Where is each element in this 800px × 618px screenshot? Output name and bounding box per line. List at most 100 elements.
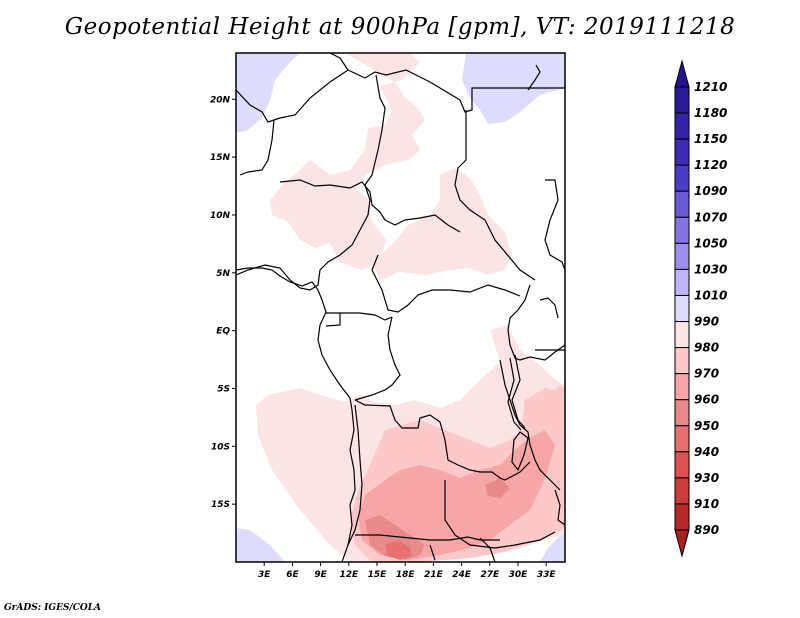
lon-tick-label: 24E — [452, 570, 472, 580]
lat-tick-label: 15N — [210, 153, 231, 163]
lon-tick-label: 6E — [286, 570, 299, 580]
colorbar-label: 980 — [694, 341, 719, 355]
border-line — [444, 480, 556, 549]
colorbar-box — [674, 164, 690, 192]
field-region-950 — [485, 478, 510, 498]
field-region-980 — [270, 53, 425, 270]
lake-outline — [507, 357, 522, 431]
lon-tick-label: 3E — [258, 570, 271, 580]
border-line — [454, 110, 536, 281]
field-region-960 — [358, 430, 555, 560]
colorbar-label: 930 — [694, 471, 719, 485]
border-line — [429, 544, 436, 561]
border-line — [329, 53, 349, 71]
colorbar-box — [674, 294, 690, 323]
field-region-970 — [522, 388, 560, 432]
colorbar-box — [674, 86, 690, 114]
colorbar-label: 1210 — [694, 80, 727, 94]
border-line — [364, 74, 386, 186]
lon-tick-label: 12E — [339, 570, 359, 580]
field-region-980 — [372, 168, 512, 280]
colorbar-label: 1180 — [694, 106, 727, 120]
lon-tick-label: 30E — [509, 570, 529, 580]
colorbar-box — [674, 503, 690, 531]
colorbar-label: 990 — [694, 315, 719, 329]
lat-tick-label: 20N — [210, 95, 231, 105]
colorbar-label: 1120 — [694, 158, 727, 172]
colorbar-box — [674, 216, 690, 244]
longitude-axis: 3E 6E 9E 12E 15E 18E 21E 24E 27E 30E 33E — [258, 562, 556, 580]
border-line — [499, 359, 561, 491]
colorbar-bottom-arrow — [674, 529, 690, 558]
colorbar: 1210 1180 1150 1120 1090 1070 1050 1030 1010 990 9… — [674, 59, 727, 558]
colorbar-label: 1150 — [694, 132, 727, 146]
border-line — [239, 119, 275, 176]
colorbar-box — [674, 242, 690, 270]
field-region-1010 — [236, 528, 285, 562]
border-line — [236, 69, 565, 123]
colorbar-box — [674, 112, 690, 140]
colorbar-box — [674, 373, 690, 401]
border-line — [544, 179, 565, 271]
colorbar-label: 1030 — [694, 262, 727, 276]
colorbar-box — [674, 399, 690, 427]
lon-tick-label: 27E — [480, 570, 500, 580]
border-line — [355, 534, 500, 541]
lake-outline — [511, 431, 529, 472]
colorbar-label: 950 — [694, 419, 719, 433]
colorbar-box — [674, 477, 690, 505]
colorbar-box — [674, 138, 690, 166]
colorbar-box — [674, 451, 690, 479]
colorbar-label: 960 — [694, 393, 719, 407]
colorbar-box — [674, 268, 690, 296]
lon-tick-label: 21E — [424, 570, 444, 580]
border-line — [507, 329, 565, 361]
border-line — [354, 399, 531, 481]
border-line — [507, 284, 531, 331]
lat-tick-label: 15S — [211, 500, 230, 510]
chart-title: Geopotential Height at 900hPa [gpm], VT:… — [64, 14, 736, 40]
lat-tick-label: 10S — [211, 442, 230, 452]
lat-tick-label: 10N — [210, 211, 231, 221]
colorbar-label: 1050 — [694, 236, 727, 250]
grads-credit: GrADS: IGES/COLA — [4, 603, 102, 613]
field-region-1010 — [236, 53, 300, 133]
lon-tick-label: 9E — [314, 570, 327, 580]
border-line — [340, 312, 393, 321]
border-line — [554, 489, 565, 526]
lake-outline — [527, 64, 541, 91]
lat-tick-label: 5S — [217, 384, 230, 394]
colorbar-label: 1090 — [694, 184, 727, 198]
colorbar-label: 940 — [694, 445, 719, 459]
border-line — [539, 297, 559, 319]
colorbar-top-arrow — [674, 59, 690, 88]
border-line — [354, 316, 401, 401]
lake-outline — [511, 354, 526, 429]
height-field — [236, 53, 565, 562]
map-frame — [235, 52, 566, 563]
country-borders — [236, 53, 565, 562]
field-region-940 — [385, 540, 412, 560]
border-line — [384, 214, 461, 233]
colorbar-label: 910 — [694, 497, 719, 511]
colorbar-box — [674, 347, 690, 375]
colorbar-box — [674, 321, 690, 349]
latitude-axis: 20N 15N 10N 5N EQ 5S 10S 15S — [210, 95, 236, 510]
colorbar-label: 1070 — [694, 210, 727, 224]
colorbar-label: 970 — [694, 367, 719, 381]
lon-tick-label: 15E — [368, 570, 388, 580]
coastline — [236, 267, 356, 562]
colorbar-label: 1010 — [694, 288, 727, 302]
colorbar-label: 890 — [694, 523, 719, 537]
border-line — [371, 254, 521, 313]
lat-tick-label: EQ — [216, 327, 230, 337]
border-line — [479, 537, 496, 562]
colorbar-box — [674, 425, 690, 453]
colorbar-box — [674, 190, 690, 218]
lat-tick-label: 5N — [216, 269, 230, 279]
border-line — [279, 179, 386, 221]
lon-tick-label: 33E — [537, 570, 557, 580]
border-line — [236, 184, 371, 291]
field-region-1010 — [540, 532, 565, 562]
